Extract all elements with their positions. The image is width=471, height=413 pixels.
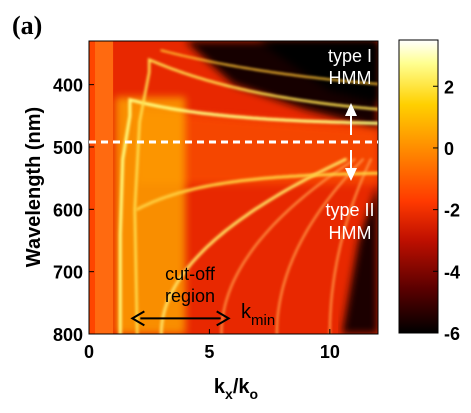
arrow-up-icon bbox=[345, 103, 357, 135]
x-tick-label: 5 bbox=[204, 342, 214, 362]
panel-label: (a) bbox=[12, 11, 42, 40]
x-tick-label: 10 bbox=[320, 342, 340, 362]
y-axis-title: Wavelength (nm) bbox=[23, 107, 45, 267]
plot-frame bbox=[88, 40, 379, 335]
band-type-two-4 bbox=[328, 158, 372, 334]
type-two-label-line1: type II bbox=[325, 200, 374, 220]
colorbar-axis: 2 0 -2 -4 -6 bbox=[433, 77, 460, 344]
dark-region-upper-core bbox=[257, 41, 378, 104]
y-axis: 400 500 600 700 800 bbox=[53, 76, 94, 345]
band-type-two-2 bbox=[220, 158, 356, 334]
x-tick-label: 0 bbox=[84, 342, 94, 362]
band-type-one-secondary bbox=[133, 57, 378, 334]
band-type-one-main bbox=[118, 97, 378, 334]
dark-region-lower bbox=[341, 184, 378, 334]
y-tick-label: 800 bbox=[53, 325, 83, 345]
kmin-label: kmin bbox=[241, 301, 275, 329]
heatmap-field-layer bbox=[89, 41, 378, 334]
heatmap-band-layer bbox=[111, 41, 378, 334]
band-type-two-1 bbox=[159, 157, 347, 334]
colorbar-tick-label: -4 bbox=[444, 262, 460, 282]
x-axis-title-sub2: o bbox=[250, 386, 259, 402]
band-type-two-3 bbox=[275, 158, 364, 334]
type-two-label-line2: HMM bbox=[329, 223, 372, 243]
colorbar-tick-label: -6 bbox=[444, 324, 460, 344]
cutoff-label-line2: region bbox=[165, 286, 215, 306]
arrow-down-icon bbox=[345, 150, 357, 181]
y-tick-label: 400 bbox=[53, 76, 83, 96]
cutoff-double-arrow-icon bbox=[130, 310, 231, 327]
type-one-label-line1: type I bbox=[328, 46, 372, 66]
warm-region-mid bbox=[137, 109, 378, 185]
colorbar-tick-label: 0 bbox=[444, 139, 454, 159]
band-type-one-upper bbox=[160, 49, 378, 85]
x-axis-title-mid: /k bbox=[233, 376, 251, 398]
colorbar-tick-label: 2 bbox=[444, 77, 454, 97]
cutoff-arrow-right-head bbox=[216, 310, 231, 327]
band-type-two-envelope bbox=[135, 171, 378, 211]
y-tick-label: 600 bbox=[53, 200, 83, 220]
x-axis-title: kx/ko bbox=[214, 376, 258, 402]
cutoff-arrow-left-head bbox=[130, 310, 145, 327]
colorbar bbox=[398, 39, 439, 334]
heatmap bbox=[89, 41, 378, 334]
kmin-label-main: k bbox=[241, 301, 252, 323]
light-cone-edge bbox=[89, 41, 96, 334]
y-tick-label: 500 bbox=[53, 138, 83, 158]
x-axis-title-sub1: x bbox=[225, 386, 233, 402]
x-axis: 0 5 10 bbox=[84, 329, 340, 362]
colorbar-tick-label: -2 bbox=[444, 201, 460, 221]
type-one-label-line2: HMM bbox=[329, 68, 372, 88]
kmin-label-sub: min bbox=[251, 312, 275, 329]
y-tick-label: 700 bbox=[53, 263, 83, 283]
x-axis-title-main: k bbox=[214, 376, 226, 398]
cutoff-label-line1: cut-off bbox=[165, 264, 216, 284]
